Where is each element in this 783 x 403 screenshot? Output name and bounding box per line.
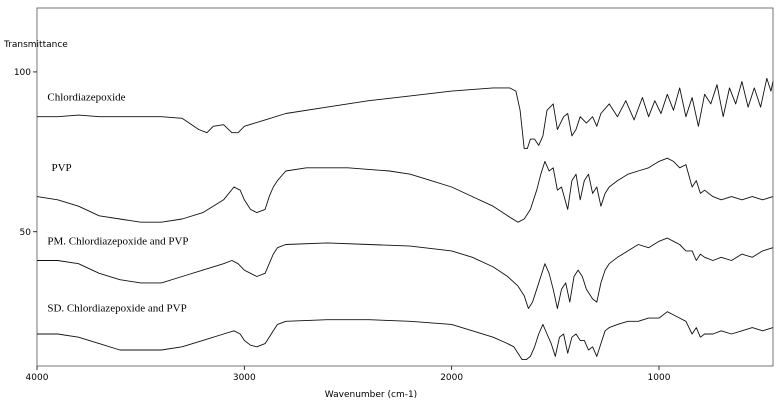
axis-ticks: 4000 3000 2000 1000 100 50	[14, 68, 671, 383]
x-tick-label-3: 1000	[648, 373, 671, 383]
x-tick-label-2: 2000	[440, 373, 463, 383]
series-line-3	[37, 311, 774, 361]
x-axis-title: Wavenumber (cm-1)	[325, 390, 417, 400]
y-tick-label-1: 50	[20, 228, 32, 238]
series-line-1	[36, 157, 774, 223]
plot-frame	[36, 7, 774, 367]
spectra-traces	[36, 77, 774, 361]
series-labels: Chlordiazepoxide PVP PM. Chlordiazepoxide …	[47, 92, 188, 315]
x-tick-label-1: 3000	[233, 373, 256, 383]
series-line-2	[37, 237, 774, 309]
x-tick-label-0: 4000	[26, 373, 49, 383]
series-label-1: PVP	[52, 162, 72, 174]
series-line-0	[37, 77, 774, 150]
y-tick-label-0: 100	[14, 68, 31, 78]
series-label-0: Chlordiazepoxide	[47, 92, 125, 104]
y-axis-title: Transmittance	[3, 40, 68, 50]
series-label-3: SD. Chlordiazepoxide and PVP	[47, 303, 186, 315]
series-label-2: PM. Chlordiazepoxide and PVP	[47, 236, 188, 248]
